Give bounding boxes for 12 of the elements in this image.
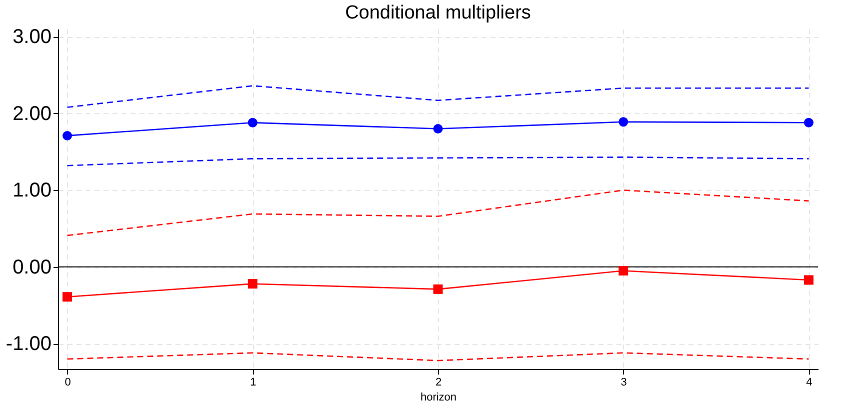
- x-tick-label: 2: [435, 376, 442, 388]
- x-tick-label: 1: [250, 376, 256, 388]
- chart-title: Conditional multipliers: [345, 2, 531, 24]
- x-tick-label: 4: [806, 376, 812, 388]
- x-tick-label: 3: [620, 376, 627, 388]
- x-tick-label: 0: [64, 376, 71, 388]
- x-axis-title: horizon: [420, 392, 457, 404]
- y-tick-label: 2.00: [12, 102, 52, 125]
- y-tick-label: 1.00: [12, 180, 52, 202]
- y-tick-label: -1.00: [6, 333, 52, 356]
- y-tick-label: 0.00: [12, 256, 52, 278]
- y-tick-label: 3.00: [12, 26, 52, 48]
